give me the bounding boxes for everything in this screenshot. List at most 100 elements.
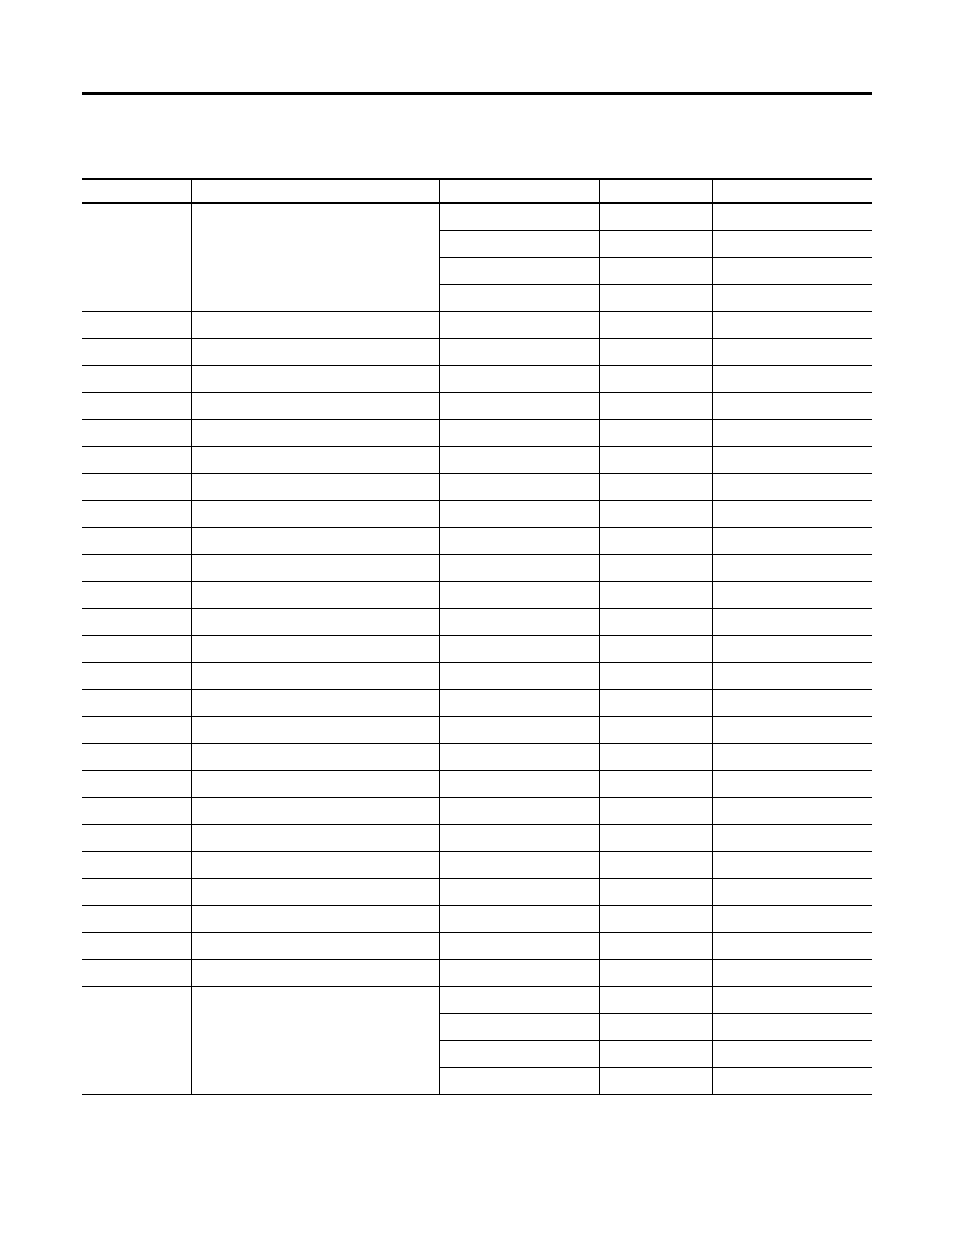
table-cell [600,339,712,366]
table-cell [712,960,872,987]
table-row [82,717,872,744]
table-cell [440,474,600,501]
table-cell [82,933,192,960]
table-cell [712,1041,872,1068]
table-cell [82,528,192,555]
table-cell [600,906,712,933]
table-cell [712,744,872,771]
table-cell [192,447,440,474]
table-cell [712,852,872,879]
table-row [82,933,872,960]
table-cell [192,203,440,312]
table-cell [192,879,440,906]
table-cell [440,744,600,771]
table-cell [192,636,440,663]
table-cell [440,933,600,960]
table-cell [192,744,440,771]
table-cell [192,933,440,960]
table-row [82,960,872,987]
table-cell [600,636,712,663]
table-cell [600,825,712,852]
table-cell [82,339,192,366]
table-row [82,798,872,825]
table-cell [600,852,712,879]
table-cell [192,690,440,717]
table-cell [712,771,872,798]
table-cell [440,825,600,852]
table-cell [440,1041,600,1068]
table-cell [600,555,712,582]
table-cell [600,1068,712,1095]
table-cell [440,285,600,312]
table-cell [440,555,600,582]
table-cell [440,231,600,258]
table-cell [600,879,712,906]
table-cell [712,366,872,393]
table-cell [440,690,600,717]
table-row [82,771,872,798]
table-cell [192,798,440,825]
table-cell [440,960,600,987]
table-cell [600,609,712,636]
table-row [82,879,872,906]
table-cell [82,582,192,609]
table-cell [712,717,872,744]
table-cell [440,771,600,798]
table-cell [82,744,192,771]
table-cell [712,690,872,717]
table-row [82,690,872,717]
table-cell [600,258,712,285]
table-cell [440,501,600,528]
table-cell [712,420,872,447]
table-cell [82,555,192,582]
table-cell [712,285,872,312]
table-cell [440,906,600,933]
table-cell [192,555,440,582]
table-cell [600,420,712,447]
table-cell [712,393,872,420]
table-cell [600,285,712,312]
table-cell [712,1068,872,1095]
table-cell [440,366,600,393]
table-cell [82,501,192,528]
table-cell [440,798,600,825]
table-cell [82,609,192,636]
table-cell [440,312,600,339]
table-cell [712,663,872,690]
table-cell [192,987,440,1095]
table-cell [82,825,192,852]
table-row [82,474,872,501]
table-cell [82,879,192,906]
table-cell [82,717,192,744]
table-cell [712,555,872,582]
table-cell [82,203,192,312]
table-row [82,852,872,879]
table-header-cell [82,179,192,203]
table-header-cell [600,179,712,203]
table-cell [192,339,440,366]
table-row [82,203,872,231]
table-cell [712,825,872,852]
table-header-cell [192,179,440,203]
table-row [82,987,872,1014]
table-cell [712,501,872,528]
table-cell [192,312,440,339]
table-row [82,609,872,636]
table-cell [600,744,712,771]
table-row [82,393,872,420]
table-cell [82,366,192,393]
table-row [82,825,872,852]
table-cell [600,717,712,744]
table-cell [712,879,872,906]
table-cell [192,609,440,636]
table-cell [440,393,600,420]
table-cell [192,582,440,609]
page [0,0,954,1235]
table-cell [600,1041,712,1068]
table-cell [192,906,440,933]
table-cell [600,663,712,690]
table-cell [600,771,712,798]
table-cell [712,447,872,474]
table-cell [82,312,192,339]
table-cell [600,933,712,960]
